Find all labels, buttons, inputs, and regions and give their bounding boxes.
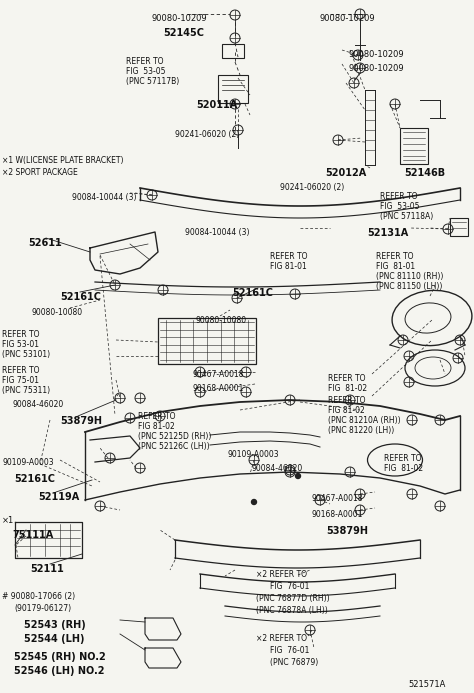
Text: 90241-06020 (2): 90241-06020 (2) (280, 183, 344, 192)
Text: 52545 (RH) NO.2: 52545 (RH) NO.2 (14, 652, 106, 662)
Text: 90080-10209: 90080-10209 (349, 64, 405, 73)
Text: REFER TO: REFER TO (2, 366, 39, 375)
Text: (PNC 76878A (LH)): (PNC 76878A (LH)) (256, 606, 328, 615)
Text: 90241-06020 (2): 90241-06020 (2) (175, 130, 239, 139)
Text: FIG  81-02: FIG 81-02 (328, 384, 367, 393)
Text: 90080-10080: 90080-10080 (32, 308, 83, 317)
Text: REFER TO: REFER TO (126, 57, 164, 66)
Text: 52146B: 52146B (404, 168, 445, 178)
Text: (PNC 57117B): (PNC 57117B) (126, 77, 179, 86)
Text: FIG  76-01: FIG 76-01 (270, 646, 310, 655)
Text: REFER TO: REFER TO (328, 374, 365, 383)
Text: ×2 SPORT PACKAGE: ×2 SPORT PACKAGE (2, 168, 78, 177)
Text: 52012A: 52012A (325, 168, 366, 178)
Text: (PNC 81210A (RH)): (PNC 81210A (RH)) (328, 416, 401, 425)
Text: (PNC 81150 (LH)): (PNC 81150 (LH)) (376, 282, 442, 291)
Text: 52611: 52611 (28, 238, 62, 248)
Text: 90080-10080: 90080-10080 (196, 316, 247, 325)
Text: FIG  76-01: FIG 76-01 (270, 582, 310, 591)
Text: 52543 (RH): 52543 (RH) (24, 620, 86, 630)
Text: ×1 W(LICENSE PLATE BRACKET): ×1 W(LICENSE PLATE BRACKET) (2, 156, 124, 165)
Text: 90080-10209: 90080-10209 (152, 14, 208, 23)
Text: 90084-10044 (3): 90084-10044 (3) (72, 193, 137, 202)
Text: REFER TO: REFER TO (2, 330, 39, 339)
Text: 90467-A0018: 90467-A0018 (312, 494, 364, 503)
Text: 90109-A0003: 90109-A0003 (228, 450, 280, 459)
Text: 52131A: 52131A (367, 228, 408, 238)
Text: FIG 53-01: FIG 53-01 (2, 340, 39, 349)
Text: REFER TO: REFER TO (138, 412, 175, 421)
Text: FIG 81-02: FIG 81-02 (328, 406, 365, 415)
Text: (PNC 81220 (LH)): (PNC 81220 (LH)) (328, 426, 394, 435)
Text: (PNC 53101): (PNC 53101) (2, 350, 50, 359)
Text: 90080-10209: 90080-10209 (320, 14, 375, 23)
Text: ×2 REFER TO: ×2 REFER TO (256, 634, 307, 643)
Text: FIG  81-02: FIG 81-02 (384, 464, 423, 473)
Text: FIG 75-01: FIG 75-01 (2, 376, 39, 385)
Text: 521571A: 521571A (408, 680, 446, 689)
Text: (PNC 57118A): (PNC 57118A) (380, 212, 433, 221)
Text: 52546 (LH) NO.2: 52546 (LH) NO.2 (14, 666, 104, 676)
Text: 90168-A0001: 90168-A0001 (312, 510, 364, 519)
Text: FIG  53-05: FIG 53-05 (380, 202, 419, 211)
Text: REFER TO: REFER TO (328, 396, 365, 405)
Text: FIG 81-02: FIG 81-02 (138, 422, 175, 431)
Text: # 90080-17066 (2): # 90080-17066 (2) (2, 592, 75, 601)
Text: 52111: 52111 (30, 564, 64, 574)
Text: 52119A: 52119A (38, 492, 79, 502)
Text: 52544 (LH): 52544 (LH) (24, 634, 84, 644)
Text: 90084-46020: 90084-46020 (252, 464, 303, 473)
Circle shape (295, 473, 301, 478)
Text: 75111A: 75111A (12, 530, 53, 540)
Text: FIG  53-05: FIG 53-05 (126, 67, 165, 76)
Text: (PNC 52125D (RH)): (PNC 52125D (RH)) (138, 432, 211, 441)
Text: ×2 REFER TO: ×2 REFER TO (256, 570, 307, 579)
Text: 53879H: 53879H (326, 526, 368, 536)
Text: 53879H: 53879H (60, 416, 102, 426)
Text: 52145C: 52145C (163, 28, 204, 38)
Text: (PNC 75311): (PNC 75311) (2, 386, 50, 395)
Text: (90179-06127): (90179-06127) (14, 604, 71, 613)
Text: 90467-A0018: 90467-A0018 (193, 370, 245, 379)
Text: 52011A: 52011A (196, 100, 237, 110)
Text: FIG 81-01: FIG 81-01 (270, 262, 307, 271)
Text: ×1: ×1 (2, 516, 14, 525)
Text: REFER TO: REFER TO (380, 192, 418, 201)
Text: 52161C: 52161C (60, 292, 101, 302)
Text: 90084-10044 (3): 90084-10044 (3) (185, 228, 249, 237)
Text: (PNC 76877D (RH)): (PNC 76877D (RH)) (256, 594, 329, 603)
Text: 90080-10209: 90080-10209 (349, 50, 405, 59)
Text: 90168-A0001: 90168-A0001 (193, 384, 245, 393)
Text: (PNC 81110 (RH)): (PNC 81110 (RH)) (376, 272, 443, 281)
Text: 52161C: 52161C (14, 474, 55, 484)
Text: 52161C: 52161C (232, 288, 273, 298)
Text: (PNC 76879): (PNC 76879) (270, 658, 318, 667)
Text: REFER TO: REFER TO (384, 454, 421, 463)
Text: 90109-A0003: 90109-A0003 (2, 458, 54, 467)
Text: REFER TO: REFER TO (270, 252, 308, 261)
Text: (PNC 52126C (LH)): (PNC 52126C (LH)) (138, 442, 210, 451)
Circle shape (252, 500, 256, 505)
Text: FIG  81-01: FIG 81-01 (376, 262, 415, 271)
Text: REFER TO: REFER TO (376, 252, 413, 261)
Text: 90084-46020: 90084-46020 (12, 400, 63, 409)
